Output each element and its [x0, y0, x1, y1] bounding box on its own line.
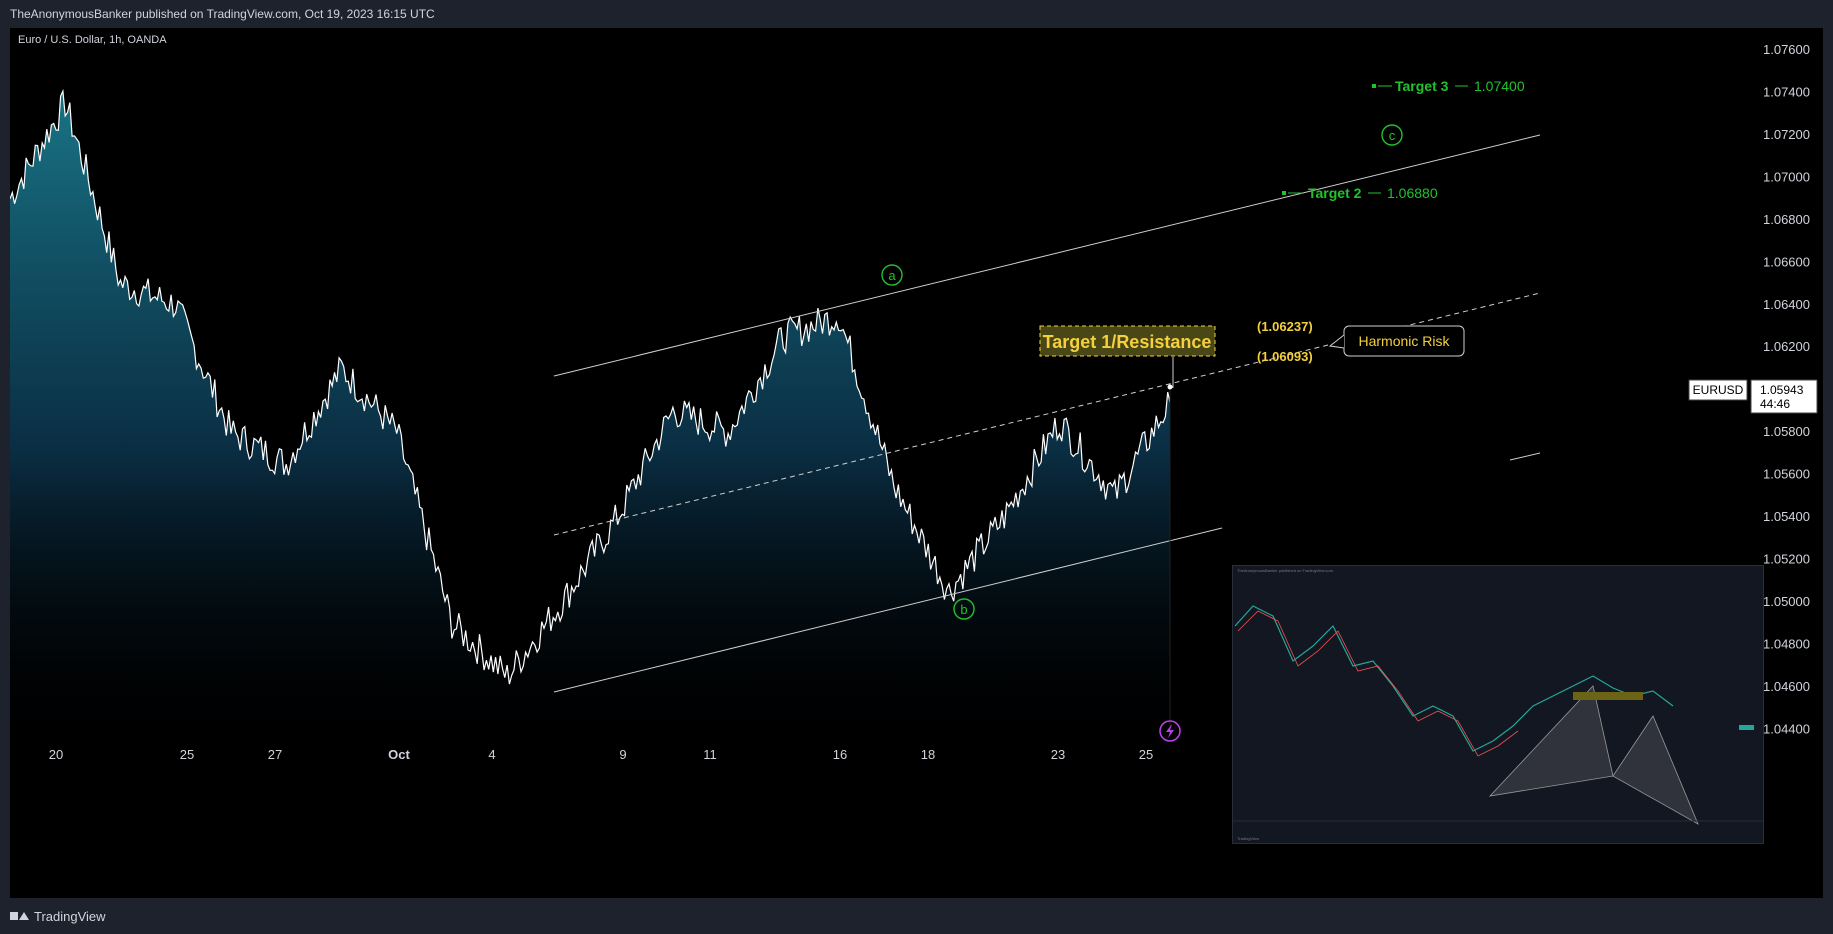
y-tick-label: 1.04600 [1763, 679, 1810, 694]
wave-c-circle [1381, 124, 1403, 146]
tradingview-logo-icon [10, 910, 29, 922]
y-tick-label: 1.06800 [1763, 212, 1810, 227]
lightning-glyph [1166, 724, 1174, 738]
x-tick-label: 25 [180, 747, 194, 762]
price-tag-value: 1.05943 [1760, 383, 1804, 397]
lightning-icon[interactable] [1159, 720, 1181, 742]
inset-candles-red [1237, 610, 1519, 757]
level-lower-label: (1.06093) [1257, 349, 1313, 364]
wave-b-circle [953, 598, 975, 620]
chart-frame[interactable]: Euro / U.S. Dollar, 1h, OANDA Target 1/R… [10, 28, 1823, 898]
y-tick-label: 1.04800 [1763, 636, 1810, 651]
inset-header: TheAnonymousBanker published on TradingV… [1237, 568, 1333, 573]
price-axis[interactable]: 1.07600 1.07400 1.07200 1.07000 1.06800 1.066… [1763, 42, 1810, 736]
target1-box [1039, 325, 1216, 357]
y-tick-label: 1.06400 [1763, 297, 1810, 312]
harmonic-pointer [1328, 334, 1345, 349]
x-tick-label: 4 [488, 747, 495, 762]
y-tick-label: 1.05800 [1763, 424, 1810, 439]
channel-upper-line [553, 134, 1541, 377]
price-line [10, 88, 1171, 685]
x-tick-label: 20 [49, 747, 63, 762]
x-tick-label: 27 [268, 747, 282, 762]
y-tick-label: 1.05600 [1763, 467, 1810, 482]
target3-label: Target 3 [1395, 78, 1449, 94]
x-tick-label: 23 [1051, 747, 1065, 762]
level-upper-label: (1.06237) [1257, 319, 1313, 334]
y-tick-label: 1.07000 [1763, 169, 1810, 184]
footer-brand: TradingView [34, 908, 106, 924]
x-tick-label: 16 [833, 747, 847, 762]
inset-chart: TheAnonymousBanker published on TradingV… [1232, 565, 1764, 844]
inset-target-box [1573, 692, 1643, 700]
y-tick-label: 1.07400 [1763, 84, 1810, 99]
channel-lower-line [553, 527, 1223, 693]
price-area [10, 91, 1170, 741]
x-tick-label: 25 [1139, 747, 1153, 762]
symbol-tag: EURUSD [1693, 383, 1744, 397]
inset-footer: TradingView [1237, 836, 1260, 841]
target2-label: Target 2 [1308, 185, 1362, 201]
x-tick-label: 18 [921, 747, 935, 762]
price-tag-box [1750, 379, 1818, 414]
wave-c-label: c [1389, 128, 1396, 143]
y-tick-label: 1.05000 [1763, 594, 1810, 609]
footer: TradingView [10, 904, 106, 928]
inset-chart-svg [1233, 605, 1763, 825]
target3-value: 1.07400 [1474, 78, 1525, 94]
y-tick-label: 1.05200 [1763, 552, 1810, 567]
x-tick-label: 11 [703, 747, 717, 762]
harmonic-label: Harmonic Risk [1358, 333, 1450, 349]
target1-label: Target 1/Resistance [1043, 332, 1212, 352]
y-tick-label: 1.07600 [1763, 42, 1810, 57]
x-tick-label: 9 [619, 747, 626, 762]
channel-lower-line-tail [1509, 452, 1541, 461]
publisher-bar: TheAnonymousBanker published on TradingV… [0, 0, 1833, 28]
inset-harmonic-shape [1488, 685, 1699, 825]
symbol-tag-box [1688, 379, 1748, 401]
target2-marker [1282, 191, 1286, 195]
publisher-text: TheAnonymousBanker published on TradingV… [10, 7, 435, 21]
y-tick-label: 1.06200 [1763, 339, 1810, 354]
symbol-title: Euro / U.S. Dollar, 1h, OANDA [18, 34, 167, 46]
y-tick-label: 1.04400 [1763, 721, 1810, 736]
wave-b-label: b [960, 602, 967, 617]
inset-candles-trace [1234, 605, 1674, 752]
last-price-dot [1167, 384, 1173, 390]
target2-value: 1.06880 [1387, 185, 1438, 201]
y-tick-label: 1.05400 [1763, 509, 1810, 524]
price-tag-countdown: 44:46 [1760, 397, 1790, 411]
x-tick-label: Oct [388, 747, 410, 762]
wave-a-circle [881, 264, 903, 286]
chart-svg[interactable]: Euro / U.S. Dollar, 1h, OANDA Target 1/R… [10, 28, 1823, 898]
y-tick-label: 1.06600 [1763, 254, 1810, 269]
y-tick-label: 1.07200 [1763, 127, 1810, 142]
target3-marker [1372, 84, 1376, 88]
inset-price-tag [1739, 725, 1754, 730]
wave-a-label: a [888, 268, 896, 283]
